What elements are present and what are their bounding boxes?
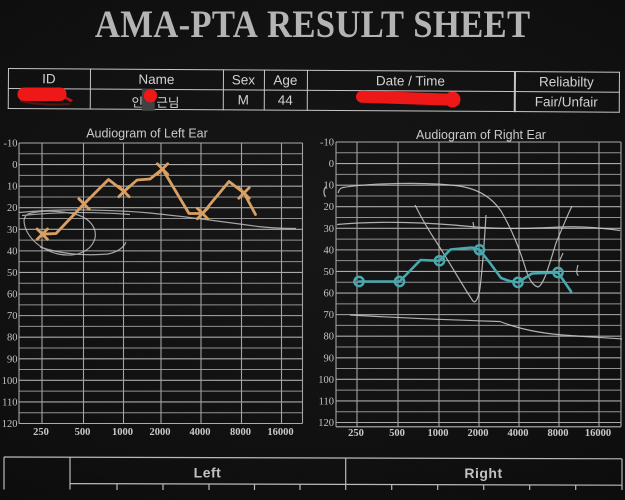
svg-text:100: 100 — [318, 375, 334, 386]
svg-text:-10: -10 — [4, 139, 18, 150]
svg-text:80: 80 — [7, 333, 18, 344]
svg-text:10: 10 — [324, 181, 335, 192]
svg-text:80: 80 — [324, 332, 335, 343]
svg-text:16000: 16000 — [585, 428, 611, 439]
svg-text:60: 60 — [7, 290, 18, 301]
svg-text:Left: Left — [194, 465, 222, 481]
svg-text:60: 60 — [324, 289, 335, 300]
svg-text:0: 0 — [12, 160, 17, 171]
svg-text:110: 110 — [2, 397, 17, 408]
svg-text:2000: 2000 — [468, 428, 489, 439]
svg-text:90: 90 — [324, 353, 335, 364]
svg-text:30: 30 — [7, 225, 18, 236]
svg-text:16000: 16000 — [267, 427, 293, 438]
svg-text:2000: 2000 — [150, 427, 171, 438]
svg-text:20: 20 — [7, 203, 18, 214]
svg-text:120: 120 — [2, 419, 18, 430]
svg-text:Right: Right — [464, 465, 502, 481]
svg-text:30: 30 — [324, 224, 335, 235]
svg-text:8000: 8000 — [230, 427, 251, 438]
svg-text:-10: -10 — [320, 138, 334, 149]
svg-text:0: 0 — [329, 159, 334, 170]
svg-text:Audiogram of Right Ear: Audiogram of Right Ear — [416, 128, 546, 142]
svg-text:250: 250 — [33, 427, 49, 438]
svg-text:500: 500 — [389, 428, 405, 439]
svg-text:250: 250 — [348, 428, 364, 439]
svg-text:500: 500 — [75, 427, 91, 438]
svg-text:70: 70 — [7, 311, 18, 322]
svg-text:4000: 4000 — [190, 427, 211, 438]
svg-text:20: 20 — [324, 202, 335, 213]
svg-text:100: 100 — [2, 376, 18, 387]
svg-text:4000: 4000 — [508, 428, 529, 439]
svg-text:120: 120 — [318, 418, 334, 429]
svg-text:8000: 8000 — [548, 428, 569, 439]
svg-text:1000: 1000 — [428, 428, 449, 439]
svg-text:10: 10 — [7, 182, 18, 193]
svg-text:40: 40 — [7, 246, 18, 257]
svg-text:90: 90 — [7, 354, 18, 365]
svg-text:110: 110 — [319, 396, 334, 407]
svg-text:Audiogram of Left Ear: Audiogram of Left Ear — [86, 127, 208, 141]
svg-text:70: 70 — [324, 310, 335, 321]
svg-text:1000: 1000 — [112, 427, 133, 438]
svg-text:50: 50 — [324, 267, 335, 278]
svg-text:40: 40 — [324, 245, 335, 256]
svg-text:50: 50 — [7, 268, 18, 279]
